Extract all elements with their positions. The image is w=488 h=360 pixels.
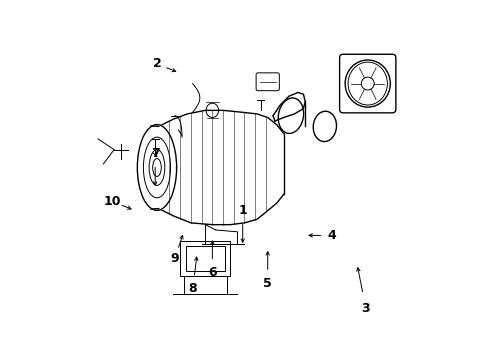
Text: 1: 1 bbox=[238, 204, 246, 217]
Text: 2: 2 bbox=[152, 57, 161, 71]
Text: 10: 10 bbox=[103, 195, 121, 208]
Text: 9: 9 bbox=[170, 252, 179, 265]
Text: 3: 3 bbox=[361, 302, 369, 315]
Text: 5: 5 bbox=[263, 277, 271, 290]
Text: 7: 7 bbox=[150, 147, 159, 160]
Text: 6: 6 bbox=[207, 266, 216, 279]
Ellipse shape bbox=[137, 125, 176, 210]
Text: 4: 4 bbox=[327, 229, 336, 242]
Text: 8: 8 bbox=[188, 283, 197, 296]
